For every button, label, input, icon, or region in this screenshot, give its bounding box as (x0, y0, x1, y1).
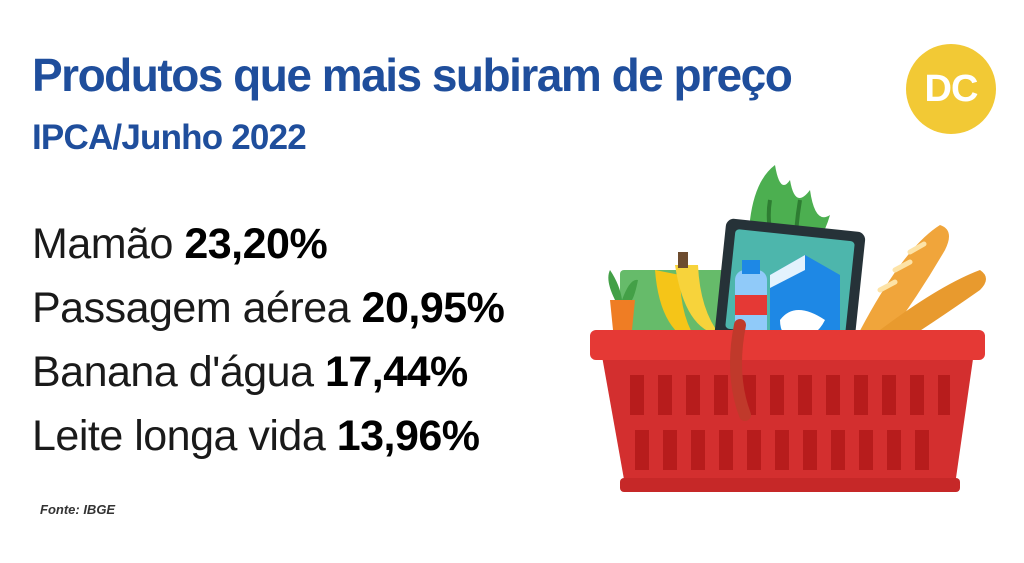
dc-logo: DC (906, 44, 996, 134)
list-item: Leite longa vida 13,96% (32, 404, 504, 468)
list-item: Mamão 23,20% (32, 212, 504, 276)
page-title: Produtos que mais subiram de preço (32, 49, 793, 101)
item-value: 17,44% (324, 348, 468, 396)
item-name: Leite longa vida (32, 412, 326, 460)
source-note: Fonte: IBGE (40, 502, 116, 517)
item-value: 23,20% (184, 220, 328, 268)
banana-icon (655, 252, 720, 345)
item-value: 20,95% (361, 284, 505, 332)
grocery-basket-icon (590, 165, 986, 492)
item-value: 13,96% (336, 412, 480, 460)
page-subtitle: IPCA/Junho 2022 (32, 118, 307, 157)
item-name: Passagem aérea (32, 284, 351, 332)
price-list: Mamão 23,20% Passagem aérea 20,95% Banan… (32, 212, 505, 468)
item-name: Banana d'água (32, 348, 314, 396)
list-item: Banana d'água 17,44% (32, 340, 504, 404)
list-item: Passagem aérea 20,95% (32, 276, 505, 340)
basket-icon (590, 319, 985, 492)
item-name: Mamão (32, 220, 173, 268)
